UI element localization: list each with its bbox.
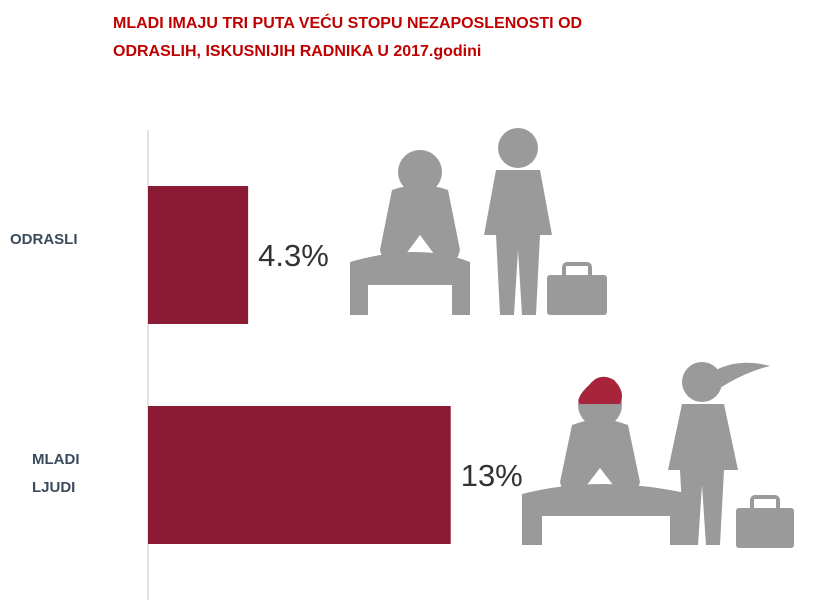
chart-title: MLADI IMAJU TRI PUTA VEĆU STOPU NEZAPOSL… [113, 15, 583, 60]
category-label: ODRASLI [10, 231, 78, 248]
bar [148, 406, 451, 544]
bar [148, 186, 249, 324]
category-label: MLADI LJUDI [32, 451, 80, 496]
young-icons [522, 362, 794, 548]
value-label: 13% [461, 458, 523, 493]
adult-icons [350, 128, 607, 315]
value-label: 4.3% [258, 238, 329, 273]
